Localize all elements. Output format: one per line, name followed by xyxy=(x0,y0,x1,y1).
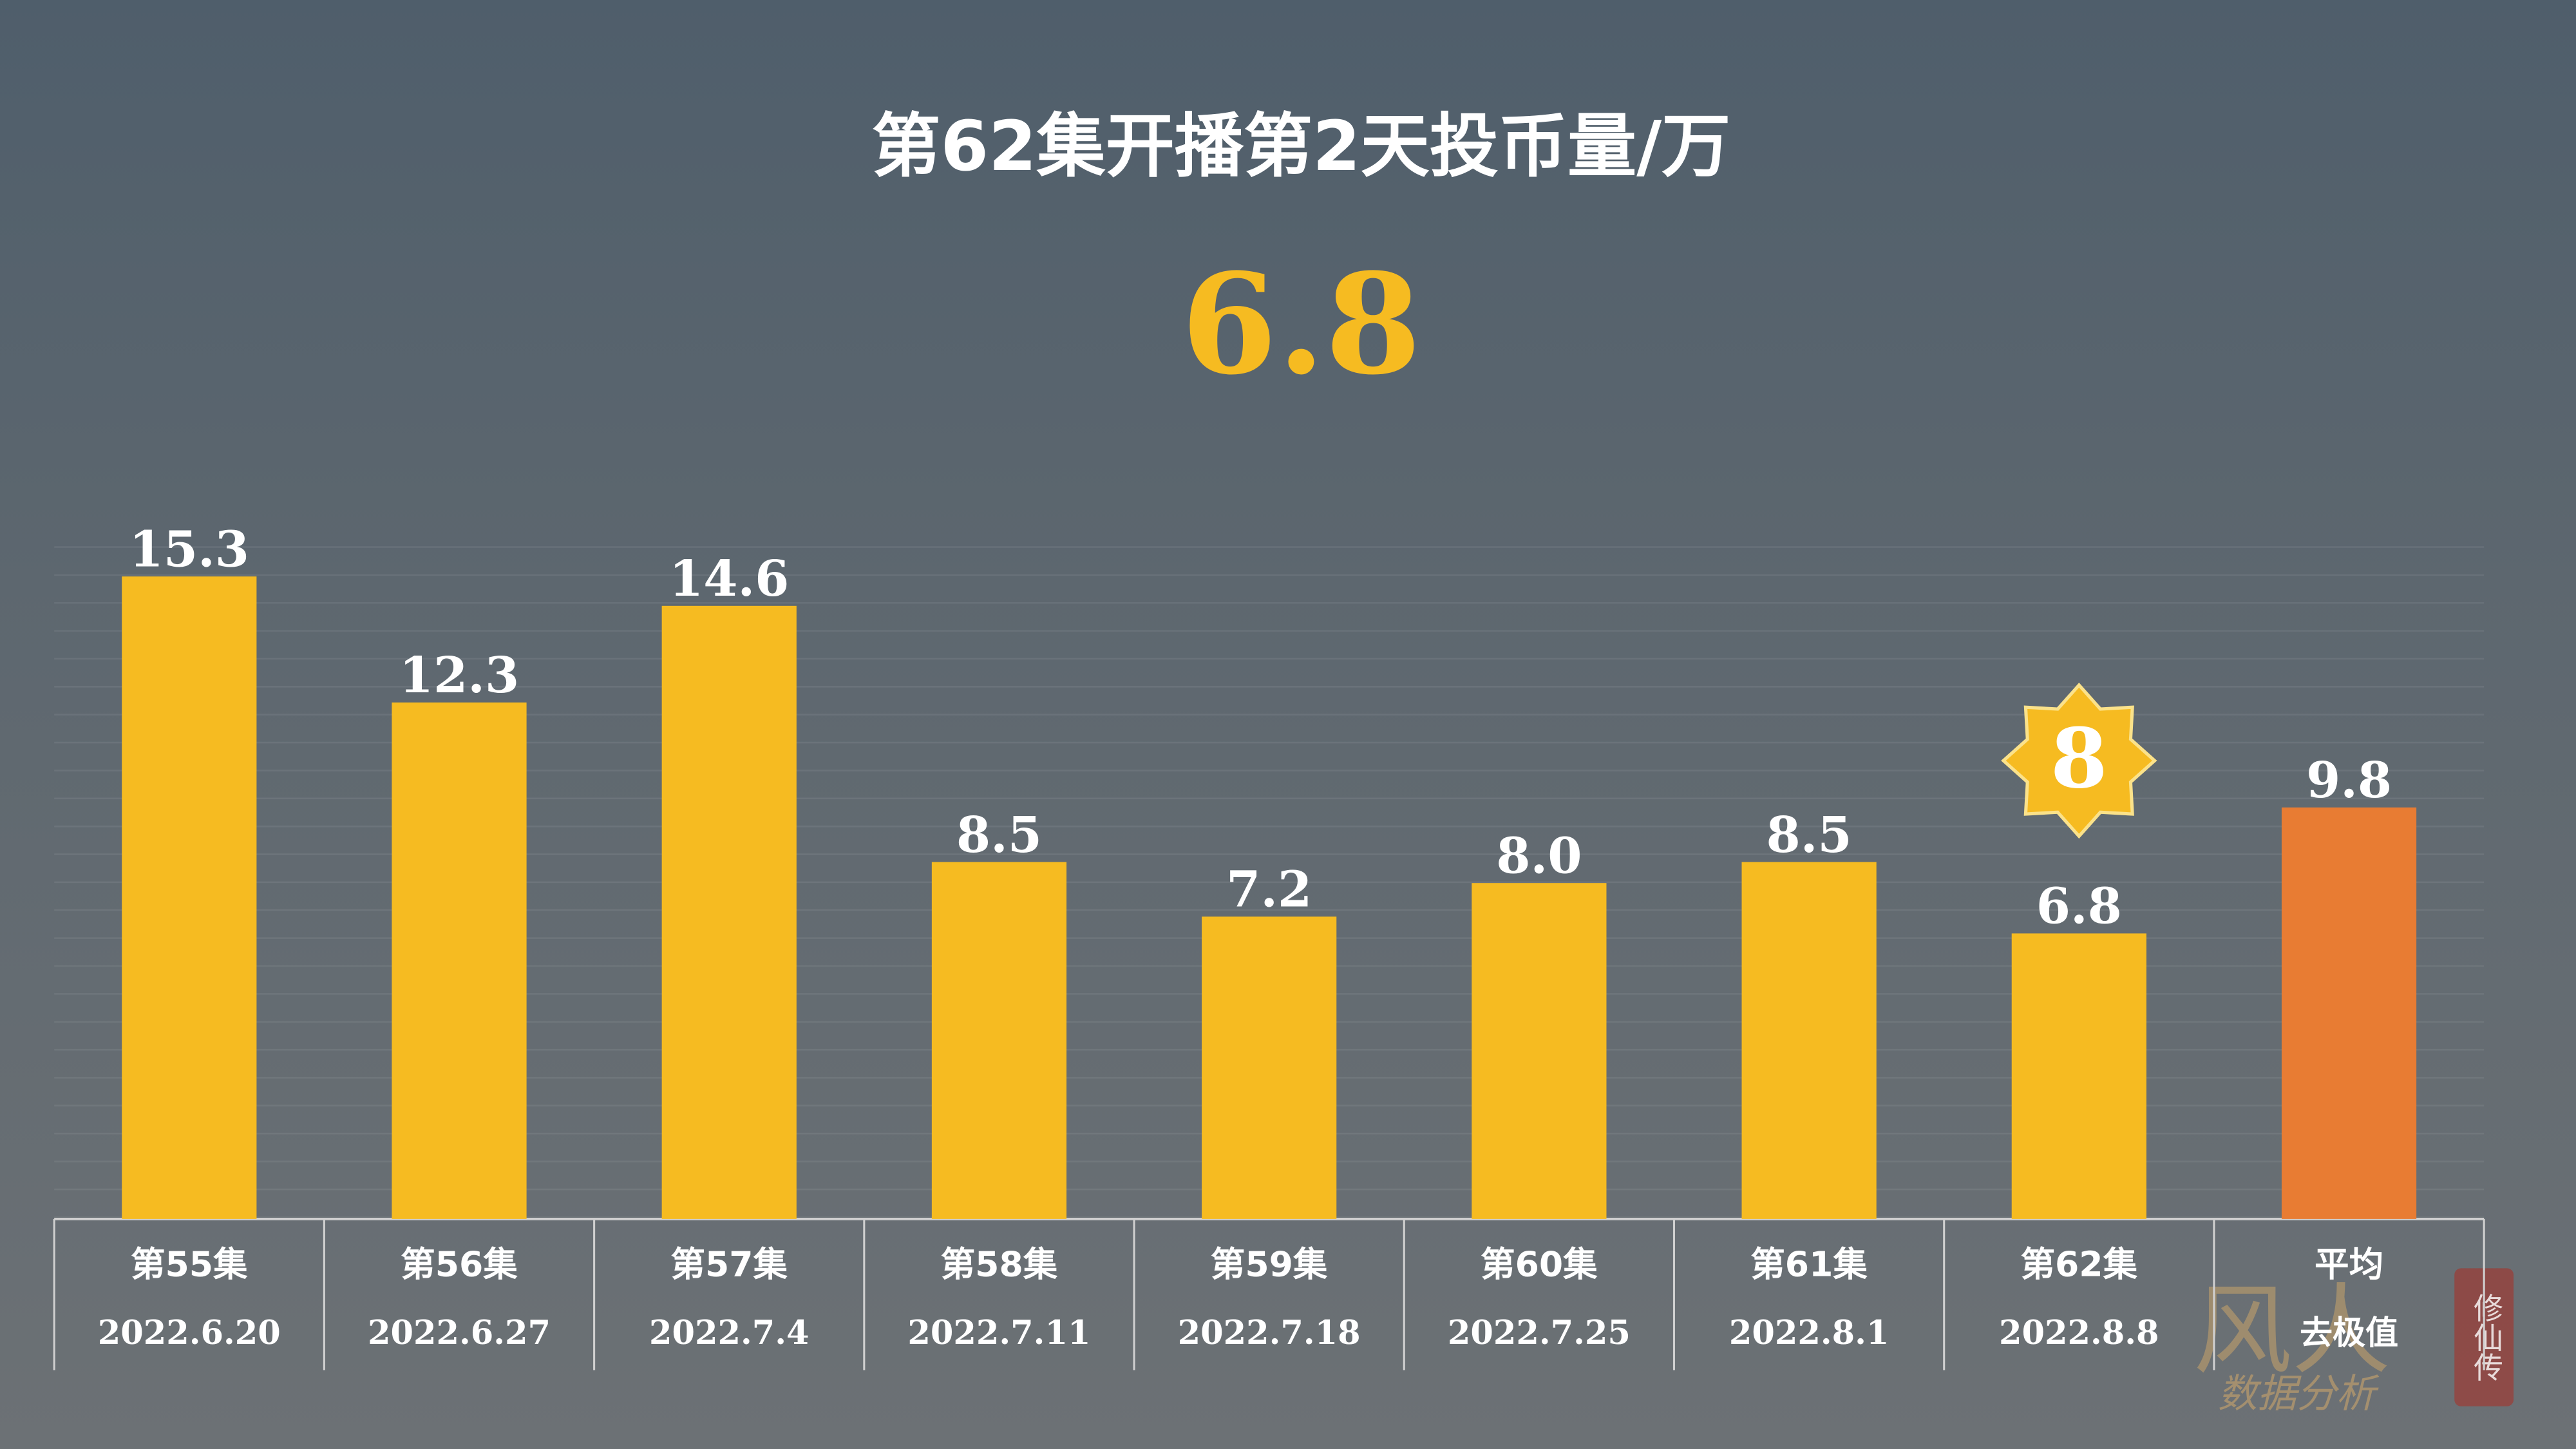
value-label: 6.8 xyxy=(2036,878,2122,936)
x-tick-label: 第61集 xyxy=(1750,1244,1868,1284)
bar xyxy=(1472,883,1607,1219)
x-tick-sublabel: 2022.7.25 xyxy=(1448,1314,1631,1352)
bar xyxy=(931,862,1067,1219)
bar xyxy=(2281,807,2417,1219)
x-tick-sublabel: 2022.8.8 xyxy=(1999,1314,2159,1352)
x-tick-label: 第57集 xyxy=(670,1244,788,1284)
x-tick-sublabel: 2022.7.4 xyxy=(649,1314,810,1352)
value-label: 7.2 xyxy=(1226,861,1312,919)
bar xyxy=(1202,916,1337,1219)
x-tick-label: 第59集 xyxy=(1211,1244,1328,1284)
x-tick-label: 第62集 xyxy=(2020,1244,2137,1284)
badge-star xyxy=(2001,682,2157,839)
bar xyxy=(1741,862,1877,1219)
x-tick-label: 第56集 xyxy=(401,1244,518,1284)
x-tick-sublabel: 2022.7.11 xyxy=(907,1314,1090,1352)
x-tick-label: 第55集 xyxy=(131,1244,248,1284)
x-tick-sublabel: 2022.6.27 xyxy=(368,1314,551,1352)
value-label: 14.6 xyxy=(669,550,789,608)
watermark-brand: 风人 xyxy=(2193,1274,2391,1388)
x-tick-sublabel: 去极值 xyxy=(2300,1314,2398,1352)
bar xyxy=(392,702,527,1219)
x-tick-sublabel: 2022.8.1 xyxy=(1729,1314,1889,1352)
value-label: 8.5 xyxy=(1766,806,1852,864)
x-tick-sublabel: 2022.6.20 xyxy=(98,1314,281,1352)
x-tick-label: 第58集 xyxy=(941,1244,1058,1284)
x-tick-sublabel: 2022.7.18 xyxy=(1178,1314,1361,1352)
watermark-subtitle: 数据分析 xyxy=(2218,1371,2380,1417)
value-label: 9.8 xyxy=(2306,752,2392,810)
x-tick-label: 第60集 xyxy=(1481,1244,1598,1284)
value-label: 8.0 xyxy=(1496,827,1582,885)
chart-title: 第62集开播第2天投币量/万 xyxy=(871,107,1730,187)
bar xyxy=(2011,933,2146,1219)
badge-label: 8 xyxy=(2050,710,2108,807)
headline-value: 6.8 xyxy=(1181,243,1421,405)
watermark-seal: 修仙传 xyxy=(2469,1293,2504,1382)
x-tick-label: 平均 xyxy=(2315,1244,2383,1284)
value-label: 12.3 xyxy=(399,647,519,705)
value-label: 15.3 xyxy=(129,520,249,578)
bar xyxy=(122,576,257,1219)
bar xyxy=(661,605,797,1219)
value-label: 8.5 xyxy=(956,806,1042,864)
